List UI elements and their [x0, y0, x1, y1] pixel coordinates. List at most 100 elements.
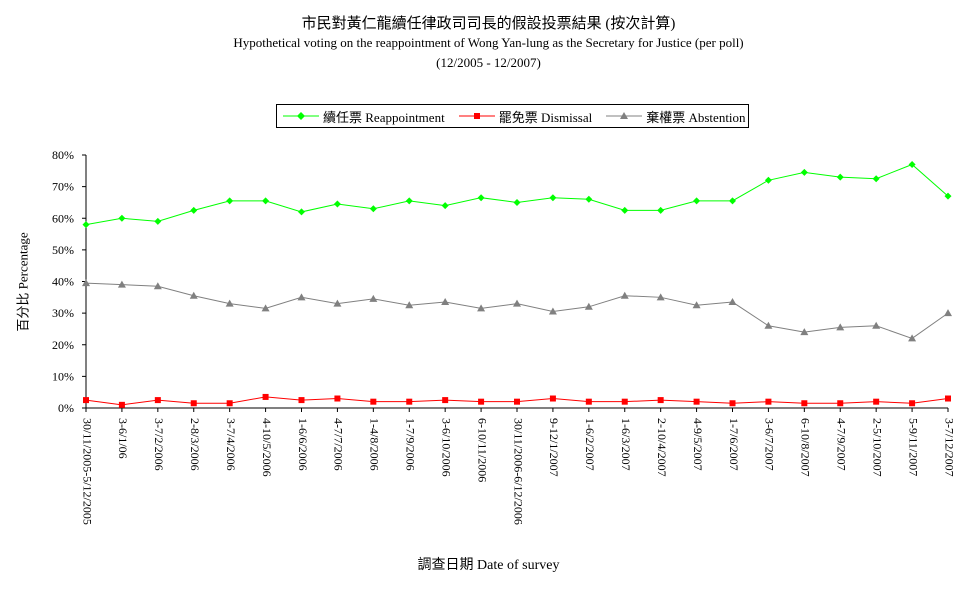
data-point-dismissal: [765, 398, 772, 405]
x-tick-label: 2-8/3/2006: [188, 418, 202, 471]
y-tick-label: 70%: [52, 180, 74, 194]
data-point-abstention: [189, 291, 198, 299]
data-point-reappointment: [333, 200, 341, 208]
chart-subtitle: Hypothetical voting on the reappointment…: [233, 35, 744, 50]
data-point-dismissal: [334, 395, 341, 402]
data-point-dismissal: [442, 397, 449, 404]
data-point-dismissal: [837, 400, 844, 407]
legend-swatch-abstention: [606, 112, 643, 119]
data-point-abstention: [548, 307, 557, 315]
data-point-dismissal: [693, 398, 700, 405]
data-point-reappointment: [621, 206, 629, 214]
data-point-dismissal: [406, 398, 413, 405]
x-tick-label: 1-6/2/2007: [583, 418, 597, 471]
series-line-reappointment: [85, 163, 949, 226]
x-tick-label: 1-6/6/2006: [296, 418, 310, 471]
x-tick-label: 4-9/5/2007: [691, 418, 705, 471]
data-point-dismissal: [909, 400, 916, 407]
x-tick-label: 3-6/10/2006: [439, 418, 453, 477]
data-point-abstention: [441, 298, 450, 306]
data-point-dismissal: [370, 398, 377, 405]
data-point-abstention: [620, 291, 629, 299]
data-point-dismissal: [729, 400, 736, 407]
data-point-abstention: [405, 301, 414, 309]
x-tick-label: 5-9/11/2007: [906, 418, 920, 476]
data-point-abstention: [908, 334, 917, 342]
data-point-reappointment: [729, 197, 736, 205]
data-point-reappointment: [298, 208, 305, 216]
data-point-dismissal: [585, 398, 592, 405]
y-tick-label: 40%: [52, 275, 74, 289]
x-tick-label: 3-7/2/2006: [152, 418, 166, 471]
y-tick-label: 10%: [52, 369, 74, 383]
series-line-abstention: [85, 282, 949, 339]
legend-swatch-dismissal: [458, 113, 495, 119]
data-point-abstention: [117, 280, 126, 288]
data-point-reappointment: [513, 198, 521, 206]
data-point-reappointment: [369, 205, 377, 213]
data-point-abstention: [82, 279, 90, 287]
x-tick-label: 3-7/4/2006: [224, 418, 238, 471]
y-tick-label: 30%: [52, 306, 74, 320]
legend: 續任票 Reappointment 罷免票 Dismissal 棄權票 Abst…: [276, 104, 749, 128]
x-tick-label: 30/11/2006-6/12/2006: [511, 418, 525, 525]
data-point-dismissal: [549, 395, 556, 402]
data-point-abstention: [333, 299, 342, 307]
data-point-abstention: [800, 328, 809, 336]
x-tick-label: 1-7/9/2006: [404, 418, 418, 471]
legend-item-dismissal: 罷免票 Dismissal: [458, 107, 593, 126]
data-point-dismissal: [945, 395, 951, 402]
data-point-abstention: [225, 299, 234, 307]
data-point-abstention: [584, 302, 593, 310]
data-point-reappointment: [405, 197, 413, 205]
legend-label-reappointment: 續任票 Reappointment: [323, 109, 445, 125]
data-point-dismissal: [154, 397, 161, 404]
x-tick-label: 6-10/11/2006: [475, 418, 489, 482]
x-tick-label: 3-6/1/06: [116, 418, 130, 459]
x-tick-label: 1-4/8/2006: [368, 418, 382, 471]
data-point-reappointment: [226, 197, 234, 205]
chart-title: 市民對黃仁龍續任律政司司長的假設投票結果 (按次計算): [301, 16, 676, 32]
x-tick-label: 6-10/8/2007: [799, 418, 813, 477]
data-point-reappointment: [585, 195, 593, 203]
data-point-reappointment: [549, 194, 557, 202]
legend-label-dismissal: 罷免票 Dismissal: [498, 109, 593, 125]
x-tick-label: 2-5/10/2007: [870, 418, 884, 477]
data-point-abstention: [261, 304, 270, 312]
data-point-abstention: [764, 321, 773, 329]
x-tick-label: 1-6/3/2007: [619, 418, 633, 471]
data-point-reappointment: [154, 217, 162, 225]
x-tick-label: 1-7/6/2007: [727, 418, 741, 471]
data-point-abstention: [513, 299, 521, 307]
data-point-reappointment: [836, 173, 844, 181]
data-point-abstention: [692, 301, 701, 309]
chart-period: (12/2005 - 12/2007): [436, 55, 541, 70]
y-tick-label: 20%: [52, 338, 74, 352]
x-tick-label: 4-7/9/2007: [835, 418, 849, 471]
y-tick-label: 0%: [58, 401, 74, 415]
x-tick-label: 3-7/12/2007: [942, 418, 956, 477]
data-point-reappointment: [944, 192, 952, 200]
x-tick-label: 4-10/5/2006: [260, 418, 274, 477]
data-point-dismissal: [262, 393, 269, 400]
legend-swatch-reappointment: [283, 112, 319, 120]
data-point-reappointment: [657, 206, 665, 214]
y-tick-label: 50%: [52, 243, 74, 257]
data-point-abstention: [944, 309, 952, 317]
y-tick-label: 80%: [52, 148, 74, 162]
data-point-reappointment: [82, 221, 90, 229]
data-point-dismissal: [873, 398, 880, 405]
data-point-abstention: [872, 321, 881, 329]
data-point-abstention: [297, 293, 306, 301]
data-point-dismissal: [298, 397, 305, 404]
data-point-reappointment: [441, 202, 449, 210]
data-point-dismissal: [478, 398, 485, 405]
data-point-abstention: [836, 323, 845, 331]
x-tick-label: 3-6/7/2007: [763, 418, 777, 471]
data-point-dismissal: [657, 397, 664, 404]
data-point-abstention: [369, 294, 378, 302]
data-point-dismissal: [514, 398, 520, 405]
legend-label-abstention: 棄權票 Abstention: [646, 109, 746, 125]
data-point-reappointment: [190, 206, 198, 214]
